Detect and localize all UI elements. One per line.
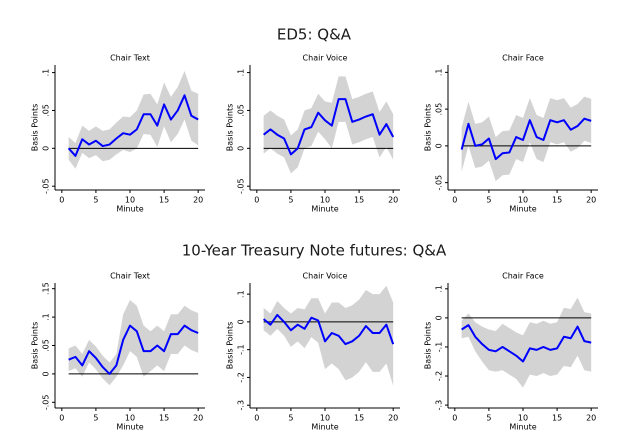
x-tick-label: 20 [388,414,398,423]
x-tick-label: 20 [193,414,203,423]
chart-title: Chair Voice [303,54,348,63]
y-axis-label: Basis Points [424,322,433,370]
series-line [68,324,199,375]
series-line [460,117,592,161]
x-tick-label: 20 [586,414,596,423]
y-axis-label: Basis Points [226,104,235,152]
x-tick-label: 5 [486,414,491,423]
x-tick-label: 0 [452,414,457,423]
confidence-band [68,300,199,386]
x-axis-label: Minute [116,423,143,430]
series-line [263,313,395,346]
x-tick-label: 0 [452,196,457,205]
x-tick-label: 10 [518,196,528,205]
section-title: 10-Year Treasury Note futures: Q&A [182,242,447,260]
x-tick-label: 20 [388,196,398,205]
section-title: ED5: Q&A [277,26,352,44]
series-line [263,98,395,156]
y-tick-label: -.05 [42,178,51,194]
x-tick-label: 0 [254,414,259,423]
y-tick-label: -.1 [435,342,444,353]
x-tick-label: 0 [59,414,64,423]
confidence-band [263,76,394,174]
confidence-band [461,96,592,182]
x-tick-label: 0 [254,196,259,205]
x-axis-label: Minute [311,423,338,430]
x-tick-label: 10 [518,414,528,423]
confidence-band [461,297,592,388]
y-tick-label: 0 [42,371,51,376]
y-tick-label: .15 [42,282,51,295]
x-axis-label: Minute [116,205,143,214]
y-tick-label: .1 [435,285,444,293]
x-tick-label: 15 [159,196,169,205]
x-tick-label: 15 [552,196,562,205]
y-tick-label: -.2 [435,371,444,382]
chart-title: Chair Voice [303,272,348,281]
y-tick-label: .1 [237,290,246,298]
y-tick-label: -.05 [42,395,51,411]
y-tick-label: -.3 [237,400,246,411]
y-tick-label: .1 [435,69,444,77]
y-tick-label: 0 [42,146,51,151]
x-tick-label: 5 [486,196,491,205]
series-line [67,94,199,157]
y-tick-label: -.1 [237,344,246,355]
y-tick-label: .05 [42,339,51,352]
x-tick-label: 5 [288,196,293,205]
y-axis-label: Basis Points [424,104,433,152]
confidence-band [68,71,199,169]
y-tick-label: -.2 [237,372,246,383]
x-tick-label: 10 [320,196,330,205]
y-axis-label: Basis Points [31,322,40,370]
chart-title: Chair Face [502,272,544,281]
y-tick-label: .05 [435,103,444,116]
x-tick-label: 5 [93,414,98,423]
y-tick-label: 0 [237,319,246,324]
x-tick-label: 10 [125,196,135,205]
y-tick-label: .1 [237,69,246,77]
y-axis-label: Basis Points [31,104,40,152]
x-tick-label: 10 [320,414,330,423]
chart-title: Chair Text [110,54,150,63]
x-axis-label: Minute [509,205,536,214]
chart-title: Chair Face [502,54,544,63]
y-tick-label: 0 [435,315,444,320]
x-axis-label: Minute [311,205,338,214]
y-tick-label: -.3 [435,400,444,411]
x-tick-label: 15 [159,414,169,423]
x-tick-label: 5 [93,196,98,205]
x-tick-label: 0 [59,196,64,205]
y-tick-label: .1 [42,313,51,321]
series-line [461,324,592,363]
y-tick-label: 0 [237,146,246,151]
x-tick-label: 15 [552,414,562,423]
y-axis-label: Basis Points [226,322,235,370]
x-tick-label: 15 [354,196,364,205]
y-tick-label: .1 [42,69,51,77]
chart-title: Chair Text [110,272,150,281]
y-tick-label: -.05 [237,178,246,194]
x-tick-label: 20 [193,196,203,205]
x-tick-label: 10 [125,414,135,423]
x-axis-label: Minute [509,423,536,430]
y-tick-label: 0 [435,143,444,148]
x-tick-label: 20 [586,196,596,205]
x-tick-label: 15 [354,414,364,423]
y-tick-label: .05 [237,104,246,117]
y-tick-label: -.05 [435,175,444,191]
y-tick-label: .05 [42,104,51,117]
x-tick-label: 5 [288,414,293,423]
